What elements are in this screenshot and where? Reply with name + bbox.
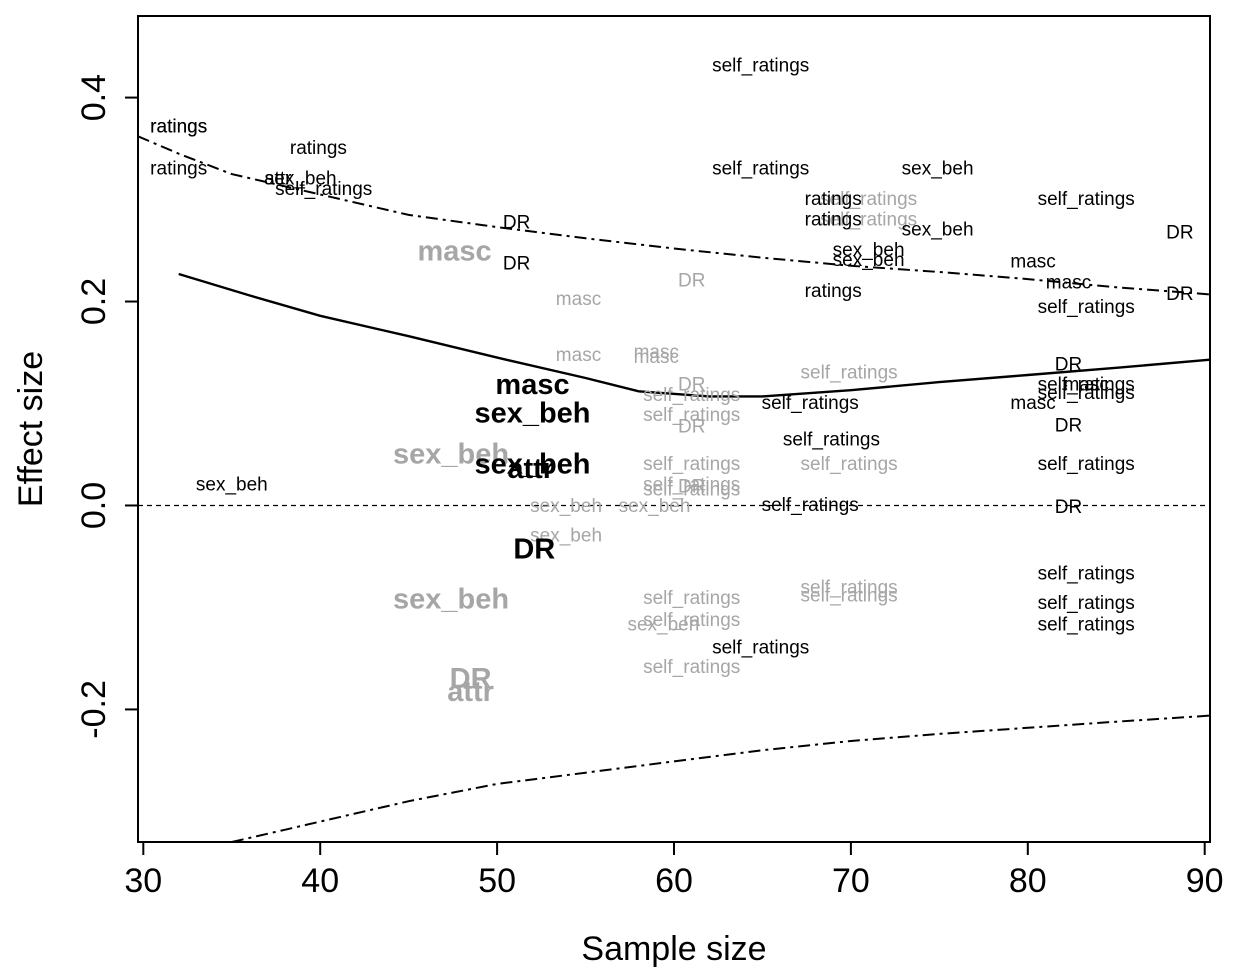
point-label-45: DR <box>678 417 705 438</box>
point-label-31: masc <box>634 347 679 368</box>
x-tick-label: 40 <box>301 862 339 900</box>
point-label-72: self_ratings <box>712 638 809 659</box>
point-label-71: self_ratings <box>1038 614 1135 635</box>
point-label-54: DR <box>678 477 705 498</box>
point-label-19: sex_beh <box>833 240 905 261</box>
point-label-13: self_ratings <box>820 210 917 231</box>
y-axis-title: Effect size <box>12 351 50 507</box>
plot-layer: self_ratingsratingsratingsratingsratings… <box>137 56 1211 843</box>
point-label-60: DR <box>1055 497 1082 518</box>
point-label-24: masc <box>1046 273 1091 294</box>
point-label-12: self_ratings <box>1038 189 1135 210</box>
point-label-52: self_ratings <box>1038 454 1135 475</box>
point-label-18: masc <box>418 236 492 268</box>
point-label-56: sex_beh <box>196 475 268 496</box>
point-label-30: masc <box>634 342 679 363</box>
point-label-8: attr <box>264 169 292 190</box>
x-tick-label: 80 <box>1009 862 1047 900</box>
point-label-68: self_ratings <box>1038 593 1135 614</box>
point-label-61: sex_beh <box>530 526 602 547</box>
point-label-10: self_ratings <box>820 189 917 210</box>
point-label-55: self_ratings <box>643 480 740 501</box>
y-tick-label: -0.2 <box>75 680 113 739</box>
point-label-17: DR <box>503 213 530 234</box>
point-label-6: sex_beh <box>902 159 974 180</box>
point-label-63: self_ratings <box>1038 563 1135 584</box>
y-tick-label: 0.2 <box>75 278 113 325</box>
point-label-7: sex_beh <box>265 169 337 190</box>
point-label-1: ratings <box>150 117 207 138</box>
x-tick-label: 90 <box>1186 862 1224 900</box>
point-label-29: masc <box>556 345 601 366</box>
point-label-35: DR <box>678 375 705 396</box>
point-label-26: ratings <box>805 281 862 302</box>
point-label-23: DR <box>678 271 705 292</box>
y-tick-label: 0.4 <box>75 74 113 121</box>
point-label-34: masc <box>495 369 569 401</box>
x-tick-label: 70 <box>832 862 870 900</box>
point-label-2: ratings <box>150 117 207 138</box>
point-label-42: sex_beh <box>474 398 590 430</box>
point-label-33: self_ratings <box>801 362 898 383</box>
point-label-0: self_ratings <box>712 56 809 77</box>
x-tick-label: 50 <box>478 862 516 900</box>
upper-bound-curve <box>137 135 1211 296</box>
point-label-37: masc <box>1063 375 1108 396</box>
point-label-22: masc <box>1010 251 1055 272</box>
point-label-43: self_ratings <box>643 405 740 426</box>
point-label-65: self_ratings <box>801 586 898 607</box>
point-label-9: self_ratings <box>275 179 372 200</box>
point-label-53: self_ratings <box>643 475 740 496</box>
point-label-21: sex_beh <box>833 250 905 271</box>
point-label-40: self_ratings <box>762 393 859 414</box>
point-label-74: DR <box>450 663 492 695</box>
point-label-66: sex_beh <box>393 583 509 615</box>
point-label-70: sex_beh <box>627 614 699 635</box>
point-label-36: self_ratings <box>1038 375 1135 396</box>
point-label-73: self_ratings <box>643 657 740 678</box>
lower-bound-curve <box>231 714 1211 843</box>
point-label-64: self_ratings <box>801 578 898 599</box>
mean-effect-curve <box>178 272 1211 398</box>
point-label-3: ratings <box>290 138 347 159</box>
point-label-46: self_ratings <box>783 430 880 451</box>
point-label-41: masc <box>1010 393 1055 414</box>
point-label-69: self_ratings <box>643 610 740 631</box>
point-label-57: sex_beh <box>530 496 602 517</box>
point-label-25: DR <box>1166 284 1193 305</box>
x-axis-title: Sample size <box>581 930 766 968</box>
point-label-67: self_ratings <box>643 588 740 609</box>
point-label-4: ratings <box>150 159 207 180</box>
point-label-5: self_ratings <box>712 159 809 180</box>
point-label-49: attr <box>507 453 554 485</box>
axis-ticks: 30 40 50 60 70 80 90 -0.2 0.0 0.2 0.4 <box>75 74 1224 900</box>
plot-frame <box>137 15 1211 843</box>
point-label-62: DR <box>513 533 555 565</box>
point-label-39: self_ratings <box>643 385 740 406</box>
y-tick-label: 0.0 <box>75 482 113 529</box>
point-label-48: sex_beh <box>474 449 590 481</box>
point-label-44: DR <box>1055 415 1082 436</box>
point-label-38: self_ratings <box>1038 383 1135 404</box>
point-label-32: DR <box>1055 354 1082 375</box>
x-tick-label: 60 <box>655 862 693 900</box>
point-label-27: masc <box>556 289 601 310</box>
point-label-51: self_ratings <box>801 454 898 475</box>
point-label-50: self_ratings <box>643 454 740 475</box>
point-label-75: attr <box>447 676 494 708</box>
point-label-28: self_ratings <box>1038 297 1135 318</box>
point-label-20: DR <box>503 253 530 274</box>
point-label-15: sex_beh <box>902 220 974 241</box>
point-label-11: ratings <box>805 189 862 210</box>
point-label-58: sex_beh <box>619 496 691 517</box>
point-label-14: ratings <box>805 210 862 231</box>
point-label-16: DR <box>1166 223 1193 244</box>
point-label-47: sex_beh <box>393 439 509 471</box>
x-tick-label: 30 <box>124 862 162 900</box>
point-label-59: self_ratings <box>762 495 859 516</box>
